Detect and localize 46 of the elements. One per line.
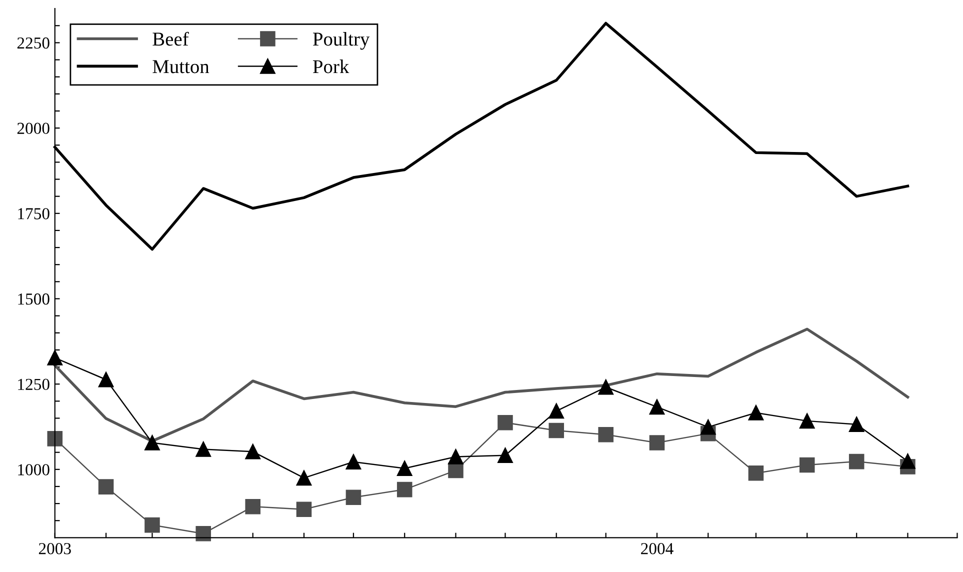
point [548, 422, 564, 438]
point [396, 482, 412, 498]
point [296, 470, 312, 486]
point [396, 460, 412, 476]
y-tick-label: 2000 [17, 122, 50, 134]
legend-label: Mutton [152, 60, 210, 74]
point [799, 413, 815, 429]
point [700, 419, 716, 435]
point [799, 457, 815, 473]
point [598, 426, 614, 442]
point [848, 454, 864, 470]
point [748, 405, 764, 420]
point [498, 415, 513, 430]
y-tick-label: 2250 [17, 37, 50, 49]
y-tick-label: 1500 [18, 293, 50, 305]
point [98, 372, 114, 388]
point [346, 454, 362, 470]
point [848, 416, 864, 432]
point [649, 435, 665, 450]
point [748, 466, 764, 481]
point [98, 479, 114, 494]
y-tick-label: 1000 [18, 464, 50, 476]
y-tick-label: 1250 [18, 378, 50, 390]
point [245, 444, 260, 460]
point [245, 498, 260, 514]
point [196, 526, 211, 542]
point [144, 435, 160, 450]
point [448, 462, 464, 478]
legend-label: Beef [152, 32, 189, 46]
point [649, 399, 665, 415]
point [498, 448, 513, 464]
point [196, 442, 211, 457]
point [296, 502, 312, 517]
x-tick-label: 2003 [38, 543, 71, 554]
x-tick-label: 2004 [641, 543, 674, 554]
point [598, 380, 614, 395]
legend-label: Poultry [312, 32, 370, 50]
legend-label: Pork [312, 60, 350, 74]
point [47, 431, 63, 446]
point [448, 449, 464, 464]
point [47, 350, 63, 366]
y-tick-label: 1750 [18, 208, 50, 220]
point [900, 454, 916, 469]
point [144, 517, 160, 533]
point [346, 490, 362, 506]
point [548, 403, 564, 419]
